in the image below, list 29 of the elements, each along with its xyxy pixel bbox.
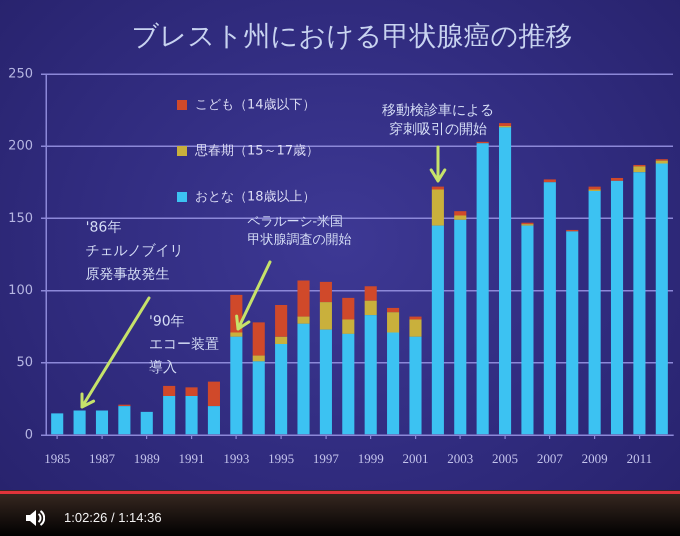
x-tick-label: 2007 (536, 451, 564, 466)
legend-label: こども（14歳以下） (195, 97, 316, 112)
x-tick-label: 1987 (88, 451, 116, 466)
y-tick-label: 0 (24, 427, 33, 442)
x-tick-label: 1993 (223, 451, 250, 466)
text: 1:02:26 / 1:14:36 (64, 510, 162, 526)
x-tick-label: 2005 (492, 451, 518, 466)
x-tick-label: 2011 (626, 451, 652, 466)
legend-label: おとな（18歳以上） (195, 189, 316, 204)
annotation: 移動検診車による穿刺吸引の開始 (382, 102, 494, 138)
x-tick-label: 1997 (312, 451, 340, 466)
y-tick-label: 100 (8, 282, 33, 298)
y-tick-label: 200 (8, 138, 33, 154)
x-tick-label: 1999 (358, 451, 384, 466)
x-tick-label: 1991 (178, 451, 205, 466)
x-tick-label: 2009 (582, 451, 608, 466)
y-tick-label: 50 (16, 355, 33, 370)
x-tick-label: 1995 (268, 451, 294, 466)
x-tick-label: 1989 (134, 451, 160, 466)
chart-title: ブレスト州における甲状腺癌の推移 (130, 20, 574, 54)
annotation: '90年エコー装置導入 (149, 314, 219, 376)
y-tick-label: 250 (8, 66, 33, 82)
annotation: '86年チェルノブイリ原発事故発生 (86, 220, 184, 283)
y-tick-label: 150 (8, 210, 33, 226)
x-tick-label: 2003 (447, 451, 474, 466)
x-tick-label: 1985 (44, 451, 70, 466)
annotation: ベラルーシ-米国甲状腺調査の開始 (247, 214, 352, 248)
x-tick-label: 2001 (402, 451, 428, 466)
legend-label: 思春期（15～17歳） (194, 143, 320, 158)
